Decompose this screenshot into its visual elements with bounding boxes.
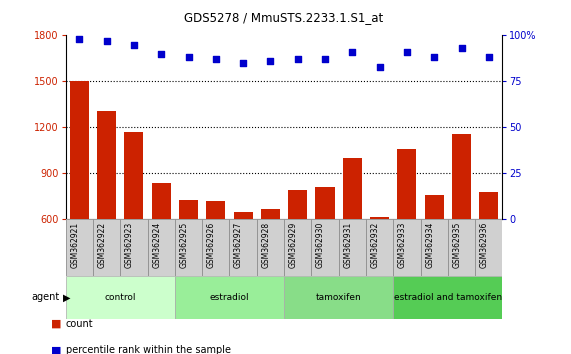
Bar [147, 219, 175, 276]
Bar [66, 219, 93, 276]
Bar [66, 276, 175, 319]
Bar [393, 219, 421, 276]
Bar [206, 201, 226, 312]
Text: GSM362929: GSM362929 [289, 222, 297, 268]
Bar [452, 133, 471, 312]
Bar [261, 209, 280, 312]
Point [184, 55, 193, 60]
Text: percentile rank within the sample: percentile rank within the sample [66, 346, 231, 354]
Point [211, 57, 220, 62]
Text: ■: ■ [51, 346, 62, 354]
Bar [97, 110, 116, 312]
Bar [257, 219, 284, 276]
Bar [421, 219, 448, 276]
Text: count: count [66, 319, 93, 329]
Point [293, 57, 302, 62]
Bar [448, 219, 475, 276]
Text: GSM362932: GSM362932 [371, 222, 380, 268]
Text: agent: agent [32, 292, 60, 302]
Point [75, 36, 84, 42]
Point [239, 60, 248, 66]
Text: GSM362922: GSM362922 [98, 222, 107, 268]
Bar [93, 219, 120, 276]
Point [457, 45, 466, 51]
Text: GDS5278 / MmuSTS.2233.1.S1_at: GDS5278 / MmuSTS.2233.1.S1_at [184, 11, 384, 24]
Point [429, 55, 439, 60]
Point [102, 38, 111, 44]
Point [266, 58, 275, 64]
Bar [230, 219, 257, 276]
Text: GSM362923: GSM362923 [125, 222, 134, 268]
Text: GSM362930: GSM362930 [316, 222, 325, 268]
Bar [284, 219, 311, 276]
Text: tamoxifen: tamoxifen [316, 293, 361, 302]
Text: GSM362926: GSM362926 [207, 222, 216, 268]
Text: GSM362934: GSM362934 [425, 222, 434, 268]
Text: GSM362928: GSM362928 [262, 222, 271, 268]
Text: control: control [104, 293, 136, 302]
Point [484, 55, 493, 60]
Point [403, 49, 412, 55]
Bar [315, 187, 335, 312]
Bar [124, 132, 143, 312]
Point [348, 49, 357, 55]
Bar [425, 195, 444, 312]
Point [320, 57, 329, 62]
Bar [175, 219, 202, 276]
Bar [70, 81, 89, 312]
Bar [397, 149, 416, 312]
Bar [284, 276, 393, 319]
Bar [175, 276, 284, 319]
Bar [479, 192, 498, 312]
Bar [120, 219, 147, 276]
Text: estradiol: estradiol [210, 293, 250, 302]
Bar [343, 158, 362, 312]
Bar [475, 219, 502, 276]
Text: estradiol and tamoxifen: estradiol and tamoxifen [394, 293, 502, 302]
Bar [202, 219, 230, 276]
Point [156, 51, 166, 57]
Point [375, 64, 384, 69]
Bar [179, 200, 198, 312]
Bar [366, 219, 393, 276]
Bar [339, 219, 366, 276]
Text: ▶: ▶ [63, 292, 70, 302]
Text: GSM362931: GSM362931 [343, 222, 352, 268]
Text: ■: ■ [51, 319, 62, 329]
Bar [288, 190, 307, 312]
Text: GSM362935: GSM362935 [453, 222, 461, 268]
Text: GSM362927: GSM362927 [234, 222, 243, 268]
Bar [393, 276, 502, 319]
Text: GSM362925: GSM362925 [179, 222, 188, 268]
Bar [152, 183, 171, 312]
Bar [311, 219, 339, 276]
Text: GSM362936: GSM362936 [480, 222, 489, 268]
Point [130, 42, 139, 47]
Text: GSM362933: GSM362933 [398, 222, 407, 268]
Text: GSM362924: GSM362924 [152, 222, 161, 268]
Bar [234, 212, 253, 312]
Text: GSM362921: GSM362921 [70, 222, 79, 268]
Bar [370, 217, 389, 312]
